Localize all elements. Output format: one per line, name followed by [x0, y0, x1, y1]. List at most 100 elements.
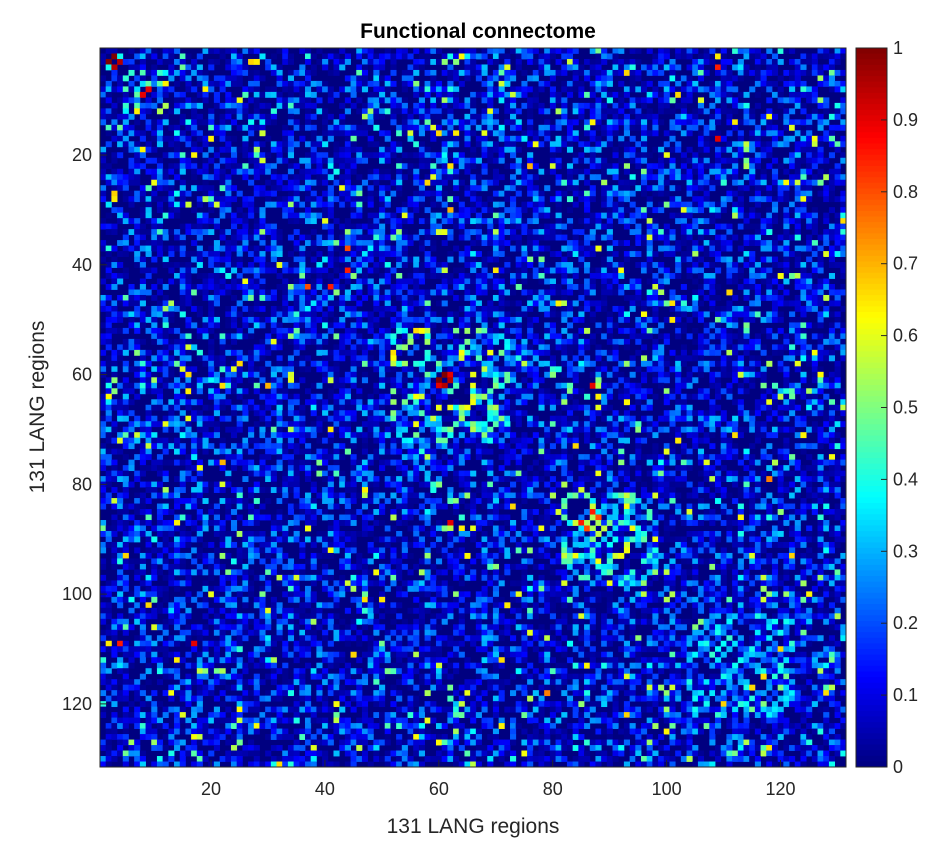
- heatmap-cell: [162, 174, 169, 181]
- heatmap-cell: [293, 344, 300, 351]
- heatmap-cell: [686, 80, 693, 87]
- heatmap-cell: [487, 251, 494, 257]
- heatmap-cell: [384, 75, 391, 82]
- heatmap-cell: [544, 141, 551, 148]
- heatmap-cell: [356, 223, 363, 230]
- heatmap-cell: [162, 262, 169, 268]
- heatmap-cell: [811, 305, 818, 312]
- heatmap-cell: [726, 141, 733, 148]
- heatmap-cell: [270, 245, 277, 252]
- heatmap-cell: [475, 64, 482, 71]
- heatmap-cell: [305, 190, 312, 197]
- heatmap-cell: [623, 207, 630, 214]
- heatmap-cell: [828, 113, 836, 120]
- heatmap-cell: [373, 190, 380, 197]
- heatmap-cell: [464, 273, 471, 279]
- heatmap-cell: [111, 207, 118, 214]
- heatmap-cell: [823, 130, 830, 137]
- heatmap-cell: [236, 212, 243, 219]
- heatmap-cell: [299, 86, 306, 93]
- heatmap-cell: [675, 305, 682, 312]
- heatmap-cell: [646, 289, 653, 296]
- heatmap-cell: [242, 240, 249, 246]
- heatmap-cell: [606, 69, 613, 76]
- heatmap-cell: [179, 305, 186, 312]
- heatmap-cell: [566, 86, 574, 93]
- heatmap-cell: [185, 75, 192, 82]
- heatmap-cell: [379, 86, 386, 93]
- heatmap-cell: [771, 262, 779, 268]
- heatmap-cell: [703, 294, 710, 301]
- heatmap-cell: [145, 212, 152, 219]
- heatmap-cell: [305, 179, 312, 186]
- heatmap-cell: [145, 360, 152, 367]
- heatmap-cell: [333, 124, 340, 131]
- heatmap-cell: [162, 371, 169, 378]
- heatmap-cell: [174, 48, 181, 54]
- heatmap-cell: [287, 168, 295, 175]
- heatmap-cell: [555, 262, 562, 268]
- heatmap-cell: [299, 278, 306, 285]
- heatmap-cell: [498, 146, 505, 153]
- heatmap-cell: [629, 80, 636, 87]
- heatmap-cell: [584, 234, 591, 241]
- heatmap-cell: [715, 371, 722, 378]
- heatmap-cell: [379, 333, 386, 340]
- heatmap-cell: [675, 256, 682, 263]
- heatmap-cell: [692, 201, 699, 208]
- heatmap-cell: [578, 113, 585, 120]
- heatmap-cell: [561, 305, 568, 312]
- heatmap-cell: [179, 355, 186, 362]
- heatmap-cell: [151, 223, 158, 230]
- heatmap-cell: [555, 157, 562, 164]
- heatmap-cell: [413, 102, 420, 109]
- heatmap-cell: [584, 124, 591, 131]
- heatmap-cell: [185, 322, 192, 329]
- heatmap-cell: [128, 141, 135, 148]
- heatmap-cell: [270, 174, 277, 181]
- heatmap-cell: [316, 338, 323, 345]
- heatmap-cell: [527, 185, 534, 192]
- heatmap-cell: [658, 58, 665, 65]
- heatmap-cell: [168, 360, 175, 367]
- heatmap-cell: [361, 113, 369, 120]
- heatmap-cell: [396, 218, 403, 225]
- heatmap-cell: [458, 256, 465, 263]
- heatmap-cell: [572, 229, 579, 236]
- heatmap-cell: [464, 278, 471, 285]
- heatmap-cell: [287, 58, 295, 65]
- heatmap-cell: [658, 284, 665, 290]
- heatmap-cell: [208, 338, 215, 345]
- heatmap-cell: [680, 207, 687, 214]
- heatmap-cell: [156, 311, 164, 318]
- heatmap-cell: [270, 294, 277, 301]
- heatmap-cell: [726, 360, 733, 367]
- heatmap-cell: [305, 212, 312, 219]
- heatmap-cell: [367, 53, 374, 60]
- heatmap-cell: [276, 196, 283, 203]
- heatmap-cell: [800, 262, 807, 268]
- heatmap-cell: [179, 333, 186, 340]
- heatmap-cell: [134, 327, 141, 334]
- heatmap-cell: [276, 185, 283, 192]
- heatmap-cell: [487, 300, 494, 307]
- heatmap-cell: [498, 218, 505, 225]
- heatmap-cell: [413, 300, 420, 307]
- heatmap-cell: [151, 294, 158, 301]
- heatmap-cell: [623, 113, 630, 120]
- heatmap-cell: [566, 333, 574, 340]
- heatmap-cell: [532, 58, 539, 65]
- heatmap-cell: [646, 69, 653, 76]
- heatmap-cell: [441, 141, 448, 148]
- heatmap-cell: [584, 360, 591, 367]
- heatmap-cell: [771, 305, 779, 312]
- heatmap-cell: [156, 229, 164, 236]
- heatmap-cell: [196, 289, 203, 296]
- heatmap-cell: [458, 349, 465, 356]
- heatmap-cell: [510, 355, 517, 362]
- heatmap-cell: [322, 80, 329, 87]
- heatmap-cell: [282, 157, 289, 164]
- heatmap-cell: [538, 245, 545, 252]
- heatmap-cell: [100, 119, 107, 126]
- heatmap-cell: [783, 278, 790, 285]
